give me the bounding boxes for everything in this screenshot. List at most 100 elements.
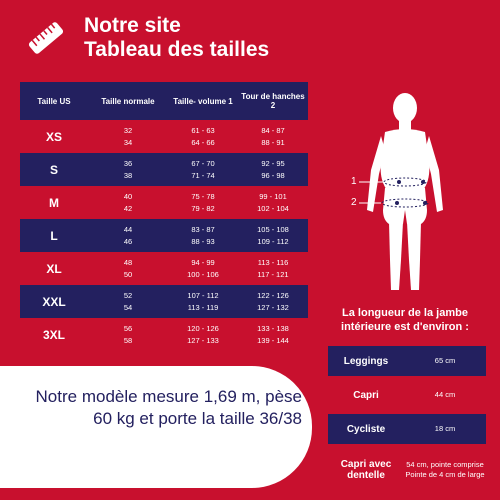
normal-cell: 40 42 (88, 191, 168, 215)
cell-value: 46 (123, 236, 133, 246)
normal-cell: 52 54 (88, 290, 168, 314)
cell-value: 52 (123, 290, 133, 300)
model-info-panel: Notre modèle mesure 1,69 m, pèse 60 kg e… (0, 366, 312, 488)
cell-value: 84 - 87 (261, 125, 285, 135)
size-label: XL (46, 261, 62, 276)
cell-value: 79 - 82 (191, 203, 215, 213)
inseam-row-leggings: Leggings 65 cm (328, 346, 486, 376)
normal-cell: 56 58 (88, 323, 168, 347)
cell-value: 100 - 106 (187, 269, 219, 279)
size-label: 3XL (42, 327, 65, 342)
cell-value: 50 (123, 269, 133, 279)
cell-value: 113 - 119 (187, 302, 219, 312)
cell-value: 54 (123, 302, 133, 312)
cell-value: 96 - 98 (261, 170, 285, 180)
inseam-label: Capri avec dentelle (340, 459, 392, 481)
cell-value: 83 - 87 (191, 224, 215, 234)
header-tour-hanches: Tour de hanches 2 (241, 92, 305, 110)
normal-cell: 36 38 (88, 158, 168, 182)
cell-value: 67 - 70 (191, 158, 215, 168)
inseam-row-cycliste: Cycliste 18 cm (328, 414, 486, 444)
inseam-label: Capri (353, 389, 379, 401)
cell-value: 94 - 99 (191, 257, 215, 267)
body-figure: 1 2 (345, 90, 455, 300)
table-row: XXL 52 54 107 - 112 113 - 119 122 - 126 127… (20, 285, 308, 318)
size-table: Taille US Taille normale Taille- volume … (20, 82, 308, 351)
measuring-tape-icon (26, 18, 66, 58)
table-row: L 44 46 83 - 87 88 - 93 105 - 108 109 - 112 (20, 219, 308, 252)
size-label: XXL (42, 294, 66, 309)
cell-value: 122 - 126 (257, 290, 289, 300)
cell-value: 36 (123, 158, 133, 168)
hanches-cell: 84 - 87 88 - 91 (238, 125, 308, 149)
table-header: Taille US Taille normale Taille- volume … (20, 82, 308, 120)
cell-value: 48 (123, 257, 133, 267)
table-row: XS 32 34 61 - 63 64 - 66 84 - 87 88 - 91 (20, 120, 308, 153)
title-line-1: Notre site (84, 14, 181, 37)
cell-value: 109 - 112 (257, 236, 289, 246)
cell-value: 120 - 126 (187, 323, 219, 333)
cell-value: 117 - 121 (257, 269, 289, 279)
hanches-cell: 92 - 95 96 - 98 (238, 158, 308, 182)
cell-value: 42 (123, 203, 133, 213)
cell-value: 99 - 101 (259, 191, 287, 201)
header-taille-volume: Taille- volume 1 (173, 96, 233, 106)
cell-value: 105 - 108 (257, 224, 289, 234)
size-label: XS (45, 129, 62, 144)
hanches-cell: 105 - 108 109 - 112 (238, 224, 308, 248)
cell-value: 102 - 104 (257, 203, 289, 213)
table-row: M 40 42 75 - 78 79 - 82 99 - 101 102 - 104 (20, 186, 308, 219)
cell-value: 44 (123, 224, 133, 234)
cell-value: 139 - 144 (257, 335, 289, 345)
volume-cell: 107 - 112 113 - 119 (168, 290, 238, 314)
inseam-value: 44 cm (434, 390, 456, 399)
volume-cell: 83 - 87 88 - 93 (168, 224, 238, 248)
cell-value: 64 - 66 (191, 137, 215, 147)
cell-value: 40 (123, 191, 133, 201)
inseam-value: 18 cm (434, 424, 456, 433)
cell-value: 88 - 91 (261, 137, 285, 147)
cell-value: 75 - 78 (191, 191, 215, 201)
normal-cell: 32 34 (88, 125, 168, 149)
hanches-cell: 122 - 126 127 - 132 (238, 290, 308, 314)
table-row: XL 48 50 94 - 99 100 - 106 113 - 116 117 - … (20, 252, 308, 285)
hanches-cell: 99 - 101 102 - 104 (238, 191, 308, 215)
header-taille-normale: Taille normale (101, 96, 155, 106)
size-label: S (49, 162, 58, 177)
marker-2: 2 (351, 197, 357, 208)
header: Notre site Tableau des tailles (24, 12, 484, 64)
volume-cell: 94 - 99 100 - 106 (168, 257, 238, 281)
volume-cell: 75 - 78 79 - 82 (168, 191, 238, 215)
cell-value: 92 - 95 (261, 158, 285, 168)
hanches-cell: 133 - 138 139 - 144 (238, 323, 308, 347)
inseam-value: 65 cm (434, 356, 456, 365)
volume-cell: 61 - 63 64 - 66 (168, 125, 238, 149)
marker-1: 1 (351, 176, 357, 187)
cell-value: 56 (123, 323, 133, 333)
inseam-label: Cycliste (346, 423, 386, 435)
cell-value: 127 - 133 (187, 335, 219, 345)
inseam-value: 54 cm, pointe comprise Pointe de 4 cm de… (405, 460, 485, 479)
normal-cell: 48 50 (88, 257, 168, 281)
page-title: Notre site Tableau des tailles (84, 14, 269, 62)
cell-value: 127 - 132 (257, 302, 289, 312)
cell-value: 133 - 138 (257, 323, 289, 333)
cell-value: 107 - 112 (187, 290, 219, 300)
inseam-row-capri-dentelle: Capri avec dentelle 54 cm, pointe compri… (328, 450, 486, 490)
cell-value: 32 (123, 125, 133, 135)
inseam-row-capri: Capri 44 cm (328, 380, 486, 410)
normal-cell: 44 46 (88, 224, 168, 248)
table-row: 3XL 56 58 120 - 126 127 - 133 133 - 138 139… (20, 318, 308, 351)
inseam-label: Leggings (343, 355, 389, 367)
cell-value: 61 - 63 (191, 125, 215, 135)
hanches-cell: 113 - 116 117 - 121 (238, 257, 308, 281)
cell-value: 38 (123, 170, 133, 180)
cell-value: 113 - 116 (257, 257, 289, 267)
cell-value: 71 - 74 (191, 170, 215, 180)
model-info-text: Notre modèle mesure 1,69 m, pèse 60 kg e… (35, 387, 302, 428)
table-row: S 36 38 67 - 70 71 - 74 92 - 95 96 - 98 (20, 153, 308, 186)
header-taille-us: Taille US (37, 96, 71, 106)
inseam-title: La longueur de la jambe intérieure est d… (341, 307, 469, 333)
cell-value: 34 (123, 137, 133, 147)
size-label: M (49, 195, 59, 210)
